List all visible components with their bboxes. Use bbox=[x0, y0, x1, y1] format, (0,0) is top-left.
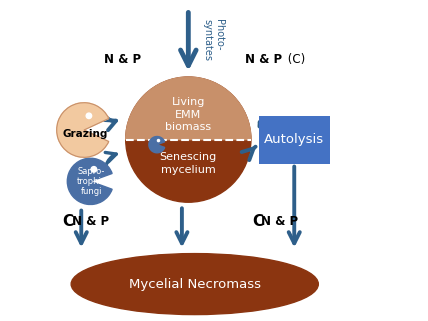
FancyBboxPatch shape bbox=[259, 116, 330, 164]
Text: C: C bbox=[62, 214, 74, 229]
Circle shape bbox=[91, 167, 97, 172]
Text: Living
EMM
biomass: Living EMM biomass bbox=[165, 97, 211, 132]
Wedge shape bbox=[67, 158, 112, 204]
Text: C: C bbox=[252, 214, 263, 229]
Text: N & P: N & P bbox=[261, 215, 298, 228]
Wedge shape bbox=[126, 77, 251, 140]
Text: N & P: N & P bbox=[245, 53, 282, 66]
Ellipse shape bbox=[71, 254, 318, 315]
Text: (C): (C) bbox=[284, 53, 305, 66]
Wedge shape bbox=[56, 103, 109, 157]
Text: Mycelial Necromass: Mycelial Necromass bbox=[129, 278, 261, 291]
Text: N & P: N & P bbox=[72, 215, 109, 228]
Text: N & P: N & P bbox=[104, 53, 141, 66]
Circle shape bbox=[126, 77, 251, 202]
Text: Sapro-
trophic
fungi: Sapro- trophic fungi bbox=[77, 167, 106, 196]
Text: Autolysis: Autolysis bbox=[264, 133, 324, 146]
Wedge shape bbox=[149, 136, 165, 153]
Text: Photo-
syntates: Photo- syntates bbox=[203, 19, 223, 61]
Text: Senescing
mycelium: Senescing mycelium bbox=[160, 152, 217, 175]
Circle shape bbox=[158, 140, 160, 142]
Circle shape bbox=[86, 113, 92, 118]
Text: Grazing: Grazing bbox=[62, 129, 108, 139]
